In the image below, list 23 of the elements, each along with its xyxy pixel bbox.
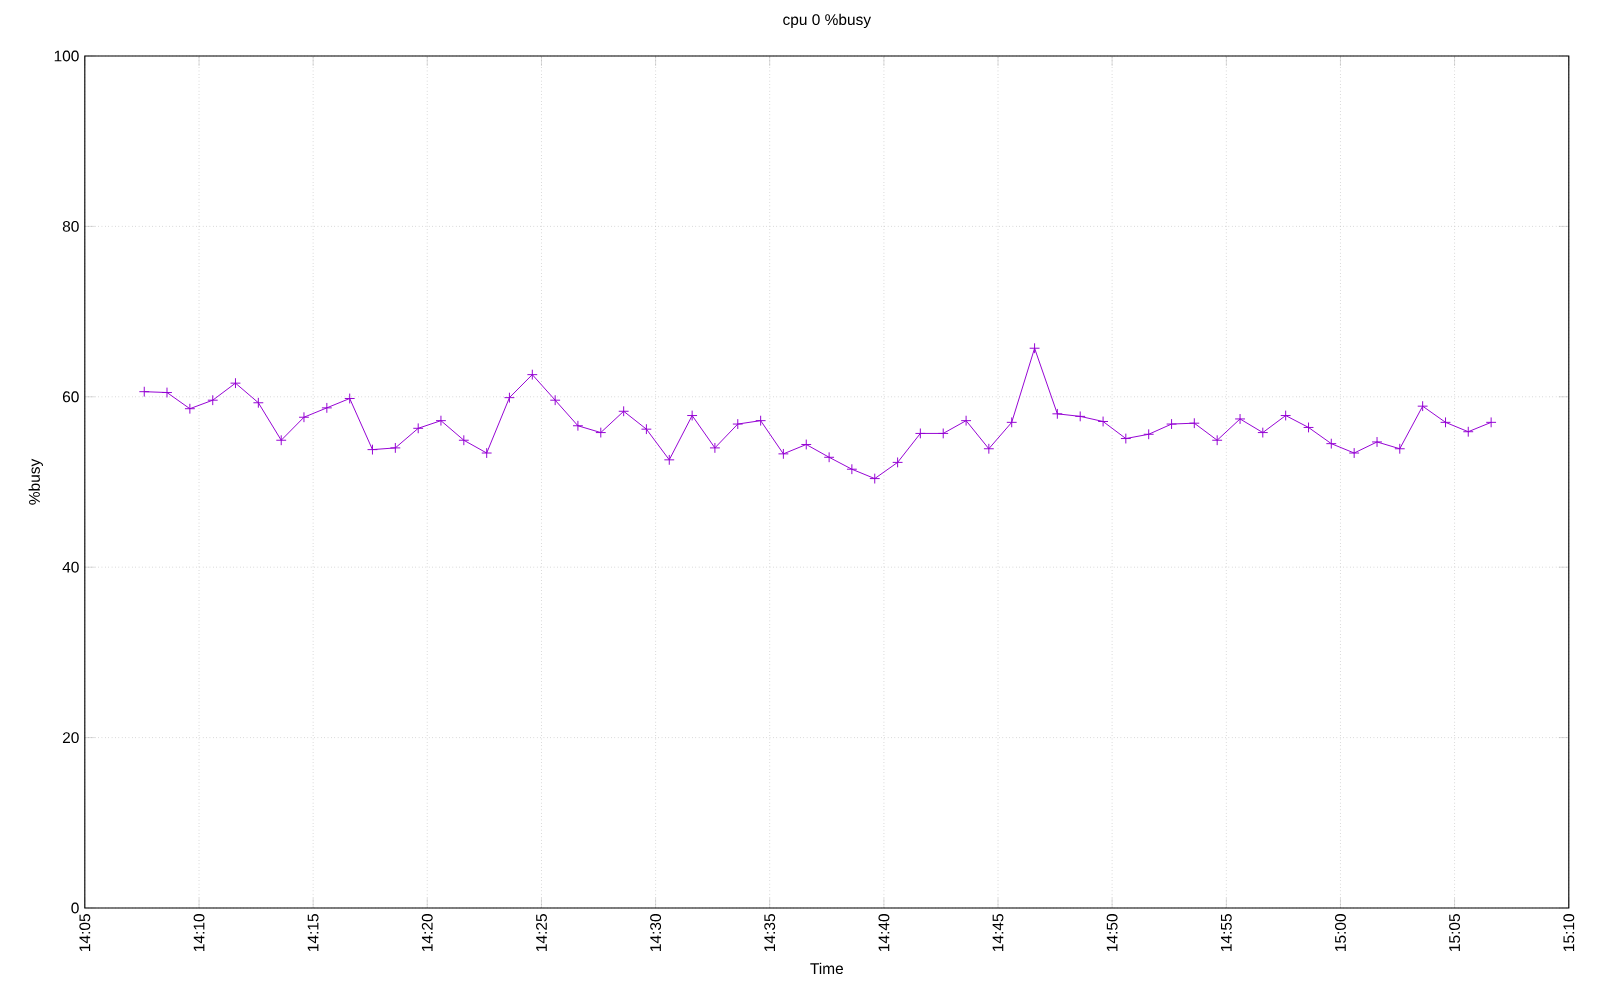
y-tick-label: 60: [62, 391, 79, 403]
x-tick-label: 14:35: [764, 914, 776, 951]
x-tick-label: 14:05: [79, 914, 91, 951]
chart-title: cpu 0 %busy: [783, 13, 872, 29]
y-tick-label: 20: [62, 732, 79, 744]
x-tick-label: 14:40: [878, 914, 890, 951]
x-tick-label: 14:10: [193, 914, 205, 951]
x-tick-label: 14:50: [1106, 914, 1118, 951]
x-tick-label: 14:15: [307, 914, 319, 951]
x-tick-label: 15:05: [1449, 914, 1461, 951]
y-tick-label: 100: [54, 50, 79, 62]
x-tick-label: 14:20: [421, 914, 433, 951]
y-tick-label: 40: [62, 561, 79, 573]
x-tick-label: 14:30: [650, 914, 662, 951]
x-tick-label: 14:45: [992, 914, 1004, 951]
y-tick-label: 0: [71, 902, 79, 914]
x-axis-title: Time: [810, 962, 844, 975]
y-axis-title: %busy: [28, 458, 43, 505]
x-tick-label: 15:10: [1563, 914, 1575, 951]
y-tick-label: 80: [62, 220, 79, 232]
x-tick-label: 14:25: [536, 914, 547, 951]
x-tick-label: 15:00: [1335, 914, 1346, 951]
x-tick-label: 14:55: [1220, 914, 1232, 951]
